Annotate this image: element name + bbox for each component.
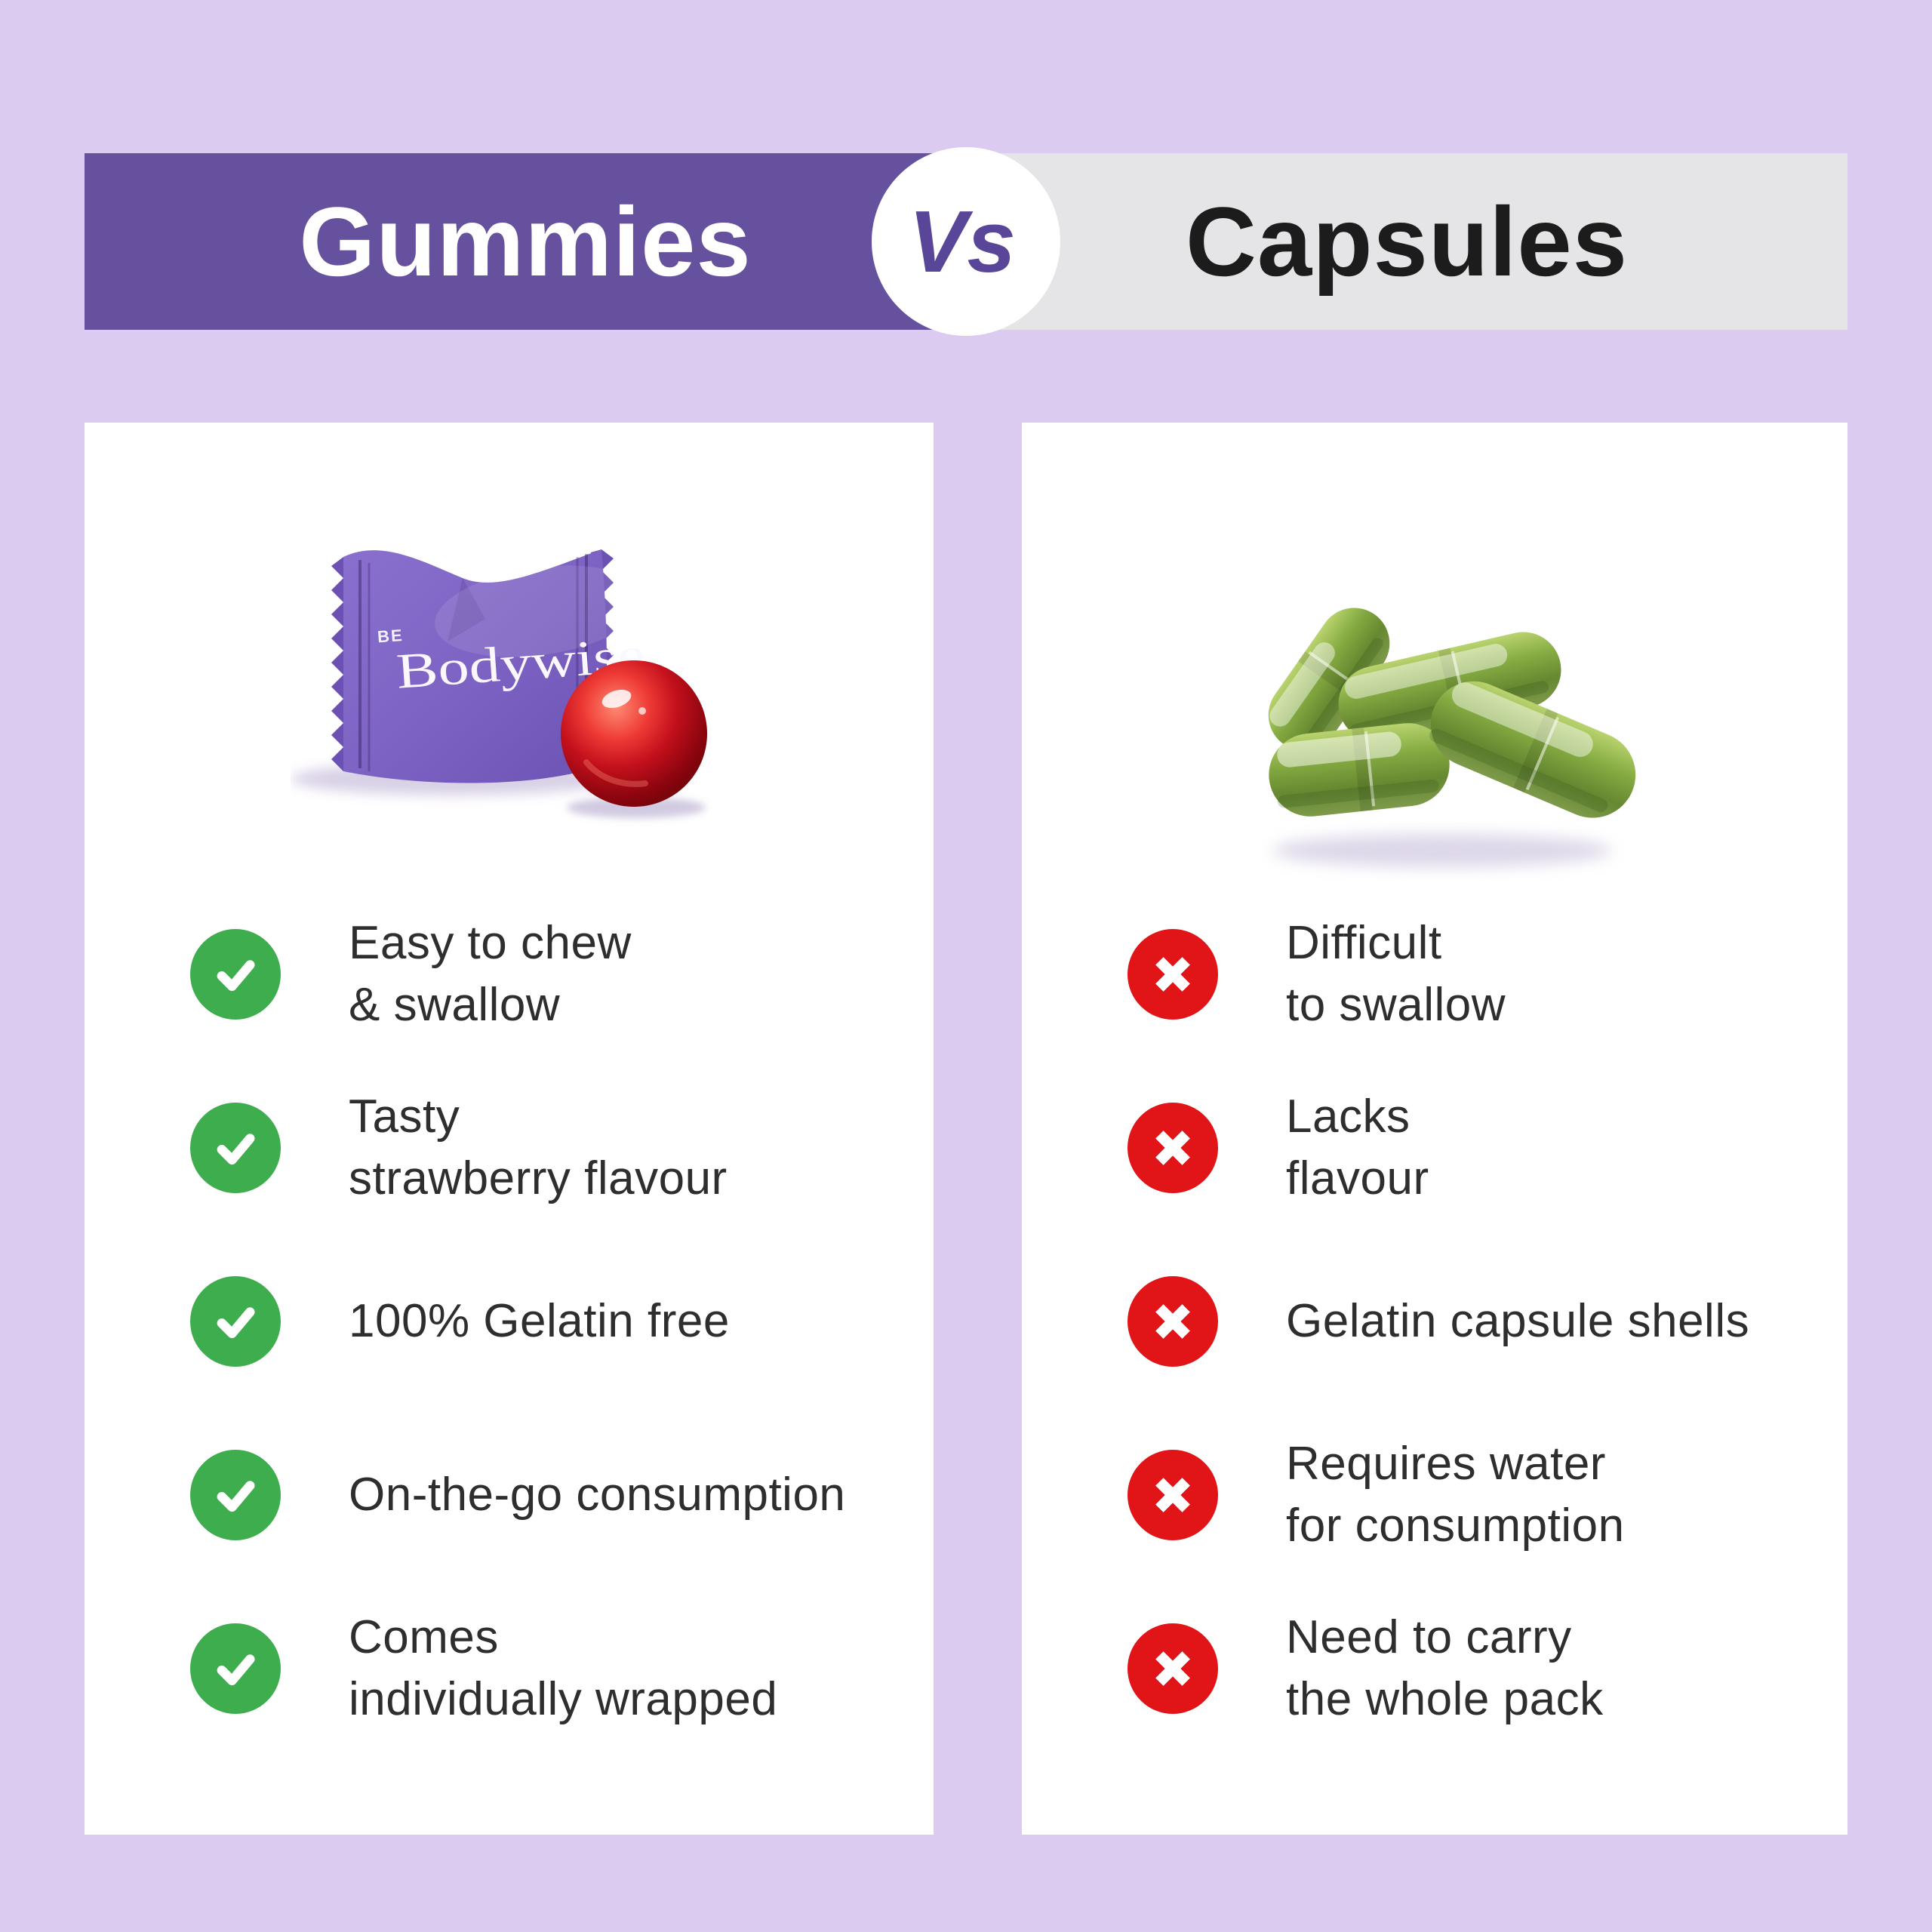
drawback-text: Requires water for consumption	[1286, 1433, 1625, 1557]
benefit-row: 100% Gelatin free	[85, 1235, 934, 1408]
gummies-benefits-list: Easy to chew & swallow Tasty strawberry …	[85, 888, 934, 1755]
check-icon	[190, 1103, 281, 1193]
benefit-row: Comes individually wrapped	[85, 1582, 934, 1755]
drawback-line: to swallow	[1286, 979, 1506, 1031]
vs-label: Vs	[909, 192, 1016, 291]
benefit-line: Tasty	[349, 1091, 460, 1143]
gummy-photo: BE Bodywise	[85, 513, 934, 875]
gummies-title: Gummies	[299, 186, 752, 297]
drawback-line: Gelatin capsule shells	[1286, 1295, 1750, 1347]
drawback-line: Need to carry	[1286, 1611, 1572, 1663]
cross-icon	[1128, 1450, 1218, 1540]
drawback-row: Need to carry the whole pack	[1022, 1582, 1847, 1755]
drawback-line: for consumption	[1286, 1500, 1625, 1552]
check-icon	[190, 1276, 281, 1367]
cross-icon	[1128, 1276, 1218, 1367]
drawback-text: Gelatin capsule shells	[1286, 1291, 1749, 1352]
check-icon	[190, 1450, 281, 1540]
benefit-row: On-the-go consumption	[85, 1408, 934, 1582]
wrapper-brand-prefix: BE	[377, 626, 404, 646]
benefit-line: On-the-go consumption	[349, 1469, 846, 1521]
benefit-line: 100% Gelatin free	[349, 1295, 730, 1347]
header-capsules-section: Capsules	[966, 153, 1847, 330]
benefit-row: Tasty strawberry flavour	[85, 1061, 934, 1235]
capsules-title: Capsules	[1185, 186, 1629, 297]
benefit-text: Comes individually wrapped	[349, 1607, 777, 1730]
cross-icon	[1128, 1623, 1218, 1714]
gummies-card: BE Bodywise Easy to chew & swallow	[85, 423, 934, 1835]
benefit-line: strawberry flavour	[349, 1152, 728, 1204]
benefit-line: individually wrapped	[349, 1673, 778, 1725]
check-icon	[190, 929, 281, 1020]
cross-icon	[1128, 1103, 1218, 1193]
capsules-drawbacks-list: Difficult to swallow Lacks flavour Gel	[1022, 888, 1847, 1755]
benefit-text: 100% Gelatin free	[349, 1291, 730, 1352]
drawback-text: Need to carry the whole pack	[1286, 1607, 1604, 1730]
header-bar: Gummies Capsules Vs	[85, 147, 1847, 336]
benefit-row: Easy to chew & swallow	[85, 888, 934, 1061]
benefit-text: Easy to chew & swallow	[349, 912, 632, 1036]
vs-badge: Vs	[872, 147, 1060, 336]
red-gummy	[560, 660, 707, 807]
benefit-line: & swallow	[349, 979, 561, 1031]
drawback-line: Requires water	[1286, 1438, 1606, 1490]
benefit-line: Easy to chew	[349, 917, 632, 969]
drawback-line: flavour	[1286, 1152, 1429, 1204]
drawback-row: Requires water for consumption	[1022, 1408, 1847, 1582]
drawback-line: the whole pack	[1286, 1673, 1604, 1725]
benefit-line: Comes	[349, 1611, 499, 1663]
header-gummies-section: Gummies	[85, 153, 966, 330]
drawback-text: Lacks flavour	[1286, 1086, 1429, 1210]
drawback-row: Lacks flavour	[1022, 1061, 1847, 1235]
capsules-photo	[1022, 555, 1847, 894]
benefit-text: Tasty strawberry flavour	[349, 1086, 728, 1210]
capsules-illustration	[1268, 608, 1636, 867]
cross-icon	[1128, 929, 1218, 1020]
drawback-text: Difficult to swallow	[1286, 912, 1506, 1036]
drawback-row: Gelatin capsule shells	[1022, 1235, 1847, 1408]
drawback-row: Difficult to swallow	[1022, 888, 1847, 1061]
benefit-text: On-the-go consumption	[349, 1464, 845, 1526]
drawback-line: Lacks	[1286, 1091, 1411, 1143]
drawback-line: Difficult	[1286, 917, 1442, 969]
gummy-wrapper-illustration: BE Bodywise	[290, 549, 707, 818]
check-icon	[190, 1623, 281, 1714]
capsules-card: Difficult to swallow Lacks flavour Gel	[1022, 423, 1847, 1835]
